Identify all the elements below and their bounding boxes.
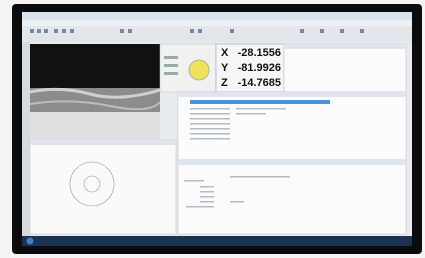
axis-value: -28.1556: [238, 47, 281, 59]
monitor-photo: X -28.1556 Y -81.9926 Z -14.7685: [0, 0, 425, 258]
title-bar: [22, 12, 412, 20]
light-control[interactable]: [164, 56, 178, 59]
start-button[interactable]: [27, 238, 34, 245]
axis-value: -14.7685: [238, 77, 281, 89]
camera-lower-area: [30, 112, 160, 140]
axis-label: Y: [221, 62, 229, 74]
light-dial[interactable]: [189, 60, 209, 80]
toolbar: [22, 26, 412, 42]
panel-header: [284, 44, 406, 49]
panel-header: [178, 92, 406, 97]
info-panel: [284, 44, 406, 92]
panel-header: [178, 160, 406, 165]
light-control[interactable]: [164, 64, 178, 67]
menu-bar: [22, 20, 412, 26]
axis-value: -81.9926: [238, 62, 281, 74]
light-control[interactable]: [164, 72, 178, 75]
selected-row[interactable]: [190, 100, 330, 104]
axis-label: X: [221, 47, 229, 59]
left-toolstrip: [22, 42, 30, 236]
taskbar: [22, 236, 412, 246]
axis-label: Z: [221, 77, 228, 89]
graphics-view: [30, 140, 176, 234]
panel-header: [30, 140, 176, 145]
